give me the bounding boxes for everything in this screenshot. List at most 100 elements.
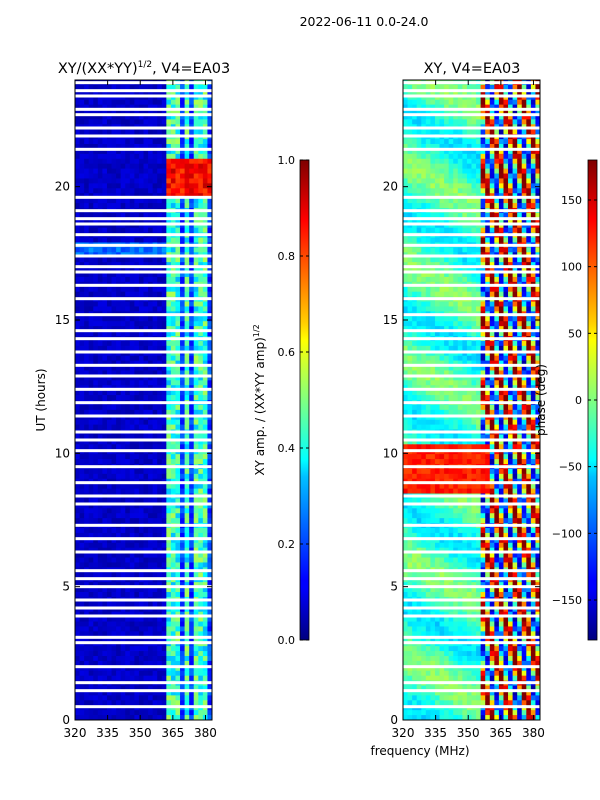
amp-cell	[106, 203, 113, 209]
phase-cell	[494, 198, 500, 204]
phase-cell	[512, 119, 518, 125]
amp-cell	[116, 715, 122, 721]
amp-cell	[207, 434, 213, 440]
phase-cell	[526, 104, 532, 111]
amp-cell	[180, 188, 186, 194]
amp-cell	[138, 345, 144, 352]
amp-cell	[170, 616, 176, 623]
amp-flag-gap	[75, 387, 212, 391]
amp-cell	[125, 183, 131, 189]
amp-cell	[120, 592, 126, 598]
phase-cell	[439, 99, 445, 106]
amp-cell	[207, 503, 213, 509]
amp-cell	[202, 99, 208, 106]
phase-cell	[521, 198, 527, 204]
amp-cell	[161, 163, 167, 170]
phase-cell	[530, 153, 536, 160]
amp-cell	[134, 139, 140, 145]
amp-cell	[180, 316, 186, 322]
phase-cell	[457, 212, 463, 219]
phase-cell	[462, 237, 468, 243]
phase-cell	[476, 114, 482, 120]
amp-cell	[152, 444, 158, 450]
amp-cell	[166, 360, 172, 367]
amp-cell	[193, 700, 199, 706]
amp-cell	[88, 473, 94, 480]
phase-cell	[407, 109, 413, 115]
amp-cell	[97, 528, 103, 534]
amp-cell	[129, 114, 135, 120]
amp-cell	[88, 404, 94, 411]
amp-cell	[175, 572, 181, 578]
colorbar1-gradient	[299, 159, 310, 641]
amp-cell	[93, 380, 99, 386]
amp-cell	[157, 552, 163, 559]
amp-cell	[97, 267, 103, 273]
amp-cell	[193, 316, 199, 322]
amp-cell	[97, 306, 103, 312]
phase-cell	[416, 139, 422, 145]
amp-cell	[129, 321, 135, 327]
amp-cell	[93, 404, 99, 411]
amp-cell	[166, 217, 172, 224]
amp-cell	[93, 444, 99, 450]
phase-cell	[425, 89, 431, 96]
amp-cell	[166, 518, 172, 524]
amp-cell	[111, 203, 117, 209]
phase-cell	[421, 188, 427, 194]
amp-cell	[198, 508, 204, 514]
amp-cell	[116, 434, 122, 440]
amp-cell	[138, 331, 144, 337]
amp-cell	[75, 518, 81, 524]
phase-cell	[512, 99, 518, 106]
amp-cell	[125, 710, 131, 716]
amp-cell	[93, 109, 99, 115]
amp-cell	[125, 168, 131, 175]
amp-cell	[102, 276, 108, 283]
amp-cell	[88, 532, 94, 539]
amp-cell	[175, 439, 181, 445]
amp-cell	[202, 272, 208, 278]
amp-cell	[106, 439, 113, 445]
amp-cell	[193, 468, 199, 475]
amp-cell	[202, 675, 208, 682]
amp-cell	[111, 592, 117, 598]
amp-cell	[102, 636, 108, 642]
amp-cell	[111, 665, 117, 672]
amp-cell	[198, 700, 204, 706]
amp-cell	[207, 665, 213, 672]
amp-cell	[93, 316, 99, 322]
amp-cell	[193, 488, 199, 495]
phase-cell	[403, 173, 409, 179]
amp-cell	[184, 542, 190, 549]
amp-cell	[138, 114, 144, 120]
amp-cell	[75, 380, 81, 386]
amp-cell	[193, 89, 199, 96]
phase-cell	[526, 84, 532, 91]
amp-cell	[166, 626, 172, 632]
amp-cell	[198, 262, 204, 268]
amp-cell	[148, 710, 154, 716]
amp-cell	[166, 616, 172, 623]
phase-cell	[457, 139, 463, 145]
amp-cell	[102, 212, 108, 219]
amp-cell	[116, 601, 122, 608]
amp-cell	[161, 459, 167, 465]
amp-cell	[75, 601, 81, 608]
amp-cell	[75, 473, 81, 480]
amp-cell	[180, 345, 186, 352]
amp-cell	[111, 395, 117, 401]
phase-cell	[421, 99, 427, 106]
phase-cell	[416, 89, 422, 96]
amp-cell	[129, 89, 135, 96]
phase-cell	[462, 84, 468, 91]
amp-cell	[106, 345, 113, 352]
phase-cell	[530, 144, 536, 150]
panel1-title-main: XY/(XX*YY)	[58, 61, 138, 77]
amp-cell	[97, 513, 103, 519]
amp-cell	[97, 636, 103, 642]
amp-cell	[97, 272, 103, 278]
amp-cell	[180, 587, 186, 593]
phase-cell	[512, 237, 518, 243]
amp-cell	[93, 272, 99, 278]
